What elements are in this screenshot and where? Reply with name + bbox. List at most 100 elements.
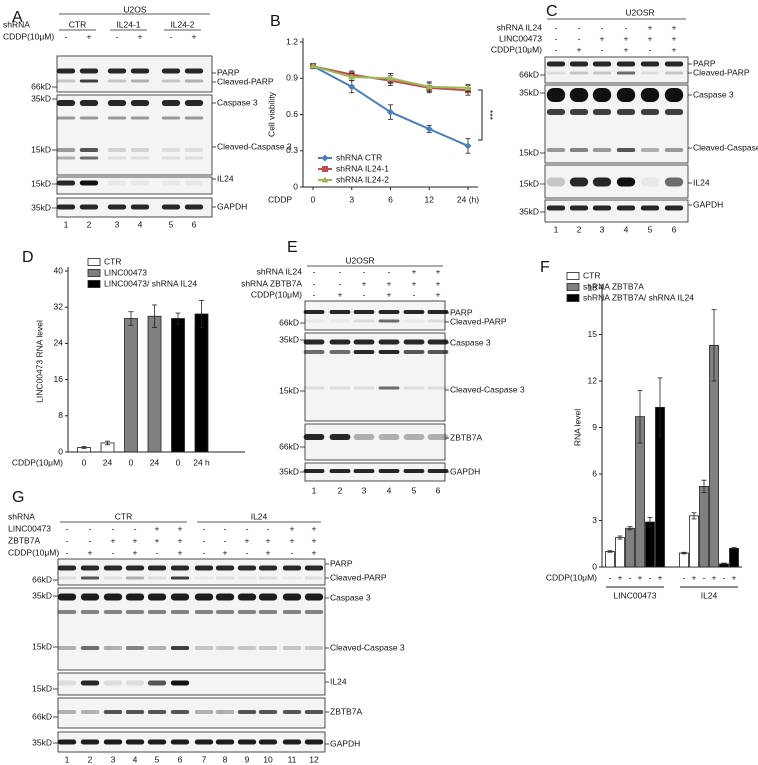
lane-sign: - (89, 535, 92, 545)
band (79, 68, 99, 74)
y-tick-label: 1.2 (286, 36, 298, 46)
lane-number: 5 (169, 219, 174, 229)
band (130, 116, 150, 120)
lane-sign: - (156, 547, 159, 557)
lane-sign: - (66, 523, 69, 533)
row-label: shRNA IL24 (257, 266, 303, 276)
protein-label: Caspase 3 (217, 97, 258, 107)
band (353, 310, 375, 314)
band (125, 610, 145, 614)
group-label: IL24 (251, 511, 268, 521)
x-tick-label: 24 (h) (457, 194, 479, 204)
panel-letter: C (546, 3, 558, 20)
blot-box (57, 558, 326, 586)
lane-sign: + (111, 535, 116, 545)
point (464, 84, 472, 91)
band (569, 148, 589, 152)
size-marker: 15kD (32, 641, 52, 651)
band (170, 646, 190, 650)
lane-sign: - (555, 22, 558, 32)
bar (194, 313, 209, 453)
y-tick-label: 24 (54, 338, 64, 348)
band (79, 100, 99, 106)
lane-number: 4 (624, 224, 629, 234)
band (546, 71, 566, 75)
band (147, 739, 167, 745)
band (258, 576, 278, 580)
band (57, 610, 77, 614)
band (427, 386, 449, 390)
band (282, 610, 302, 614)
blot-box (544, 56, 689, 84)
lane-sign: - (388, 266, 391, 276)
row-label: CDDP(10μM) (3, 31, 54, 41)
row-label: shRNA IL24 (497, 22, 543, 32)
band (57, 680, 77, 686)
lane-sign: - (66, 547, 69, 557)
band (130, 100, 150, 106)
size-marker: 66kD (32, 711, 52, 721)
band (640, 88, 660, 102)
band (215, 610, 235, 614)
band (56, 116, 76, 120)
lane-sign: - (313, 278, 316, 288)
band (592, 177, 612, 187)
band (403, 319, 425, 323)
band (125, 646, 145, 650)
band (303, 434, 325, 440)
band (237, 565, 257, 571)
y-tick-label: 0 (293, 181, 298, 191)
lane-number: 10 (263, 754, 273, 764)
y-tick-label: 6 (592, 468, 597, 478)
x-tick-label: - (683, 572, 686, 582)
size-marker: 15kD (519, 178, 539, 188)
x-tick-label: 0 (129, 457, 134, 467)
band (184, 100, 204, 106)
point (387, 74, 394, 81)
band (378, 339, 400, 345)
band (125, 565, 145, 571)
band (616, 177, 636, 187)
lane-sign: - (267, 523, 270, 533)
legend-label: LINC00473/ shRNA IL24 (104, 278, 197, 288)
lane-number: 1 (64, 219, 69, 229)
band (170, 593, 190, 601)
y-tick-label: 0.6 (286, 109, 298, 119)
protein-label: Caspase 3 (450, 337, 491, 347)
band (80, 565, 100, 571)
band (107, 148, 127, 152)
band (237, 576, 257, 580)
lane-number: 6 (672, 224, 677, 234)
band (170, 739, 190, 745)
band (282, 576, 302, 580)
band (147, 565, 167, 571)
x-tick-label: - (649, 572, 652, 582)
band (664, 205, 684, 211)
legend-swatch (566, 294, 580, 302)
x-axis-label: CDDP (268, 194, 292, 204)
band (592, 109, 612, 115)
protein-label: GAPDH (450, 466, 480, 476)
protein-label: Cleaved-Caspase 3 (330, 642, 405, 652)
protein-label: Cleaved-Caspase 3 (217, 141, 292, 151)
band (640, 109, 660, 115)
blot-box (57, 672, 326, 696)
band (237, 593, 257, 601)
band (125, 576, 145, 580)
band (130, 180, 150, 186)
x-tick-label: 12 (425, 194, 435, 204)
protein-label: IL24 (330, 676, 347, 686)
lane-sign: - (66, 535, 69, 545)
bar (615, 537, 625, 568)
lane-sign: + (624, 44, 629, 54)
bar (679, 552, 689, 568)
lane-sign: + (133, 535, 138, 545)
lane-sign: + (436, 289, 441, 299)
band (546, 148, 566, 152)
x-tick-label: 24 (150, 457, 160, 467)
band (304, 646, 324, 650)
x-tick-label: + (692, 572, 697, 582)
y-tick-label: 40 (54, 265, 64, 275)
band (56, 68, 76, 74)
x-tick-label: 24 h (193, 457, 210, 467)
